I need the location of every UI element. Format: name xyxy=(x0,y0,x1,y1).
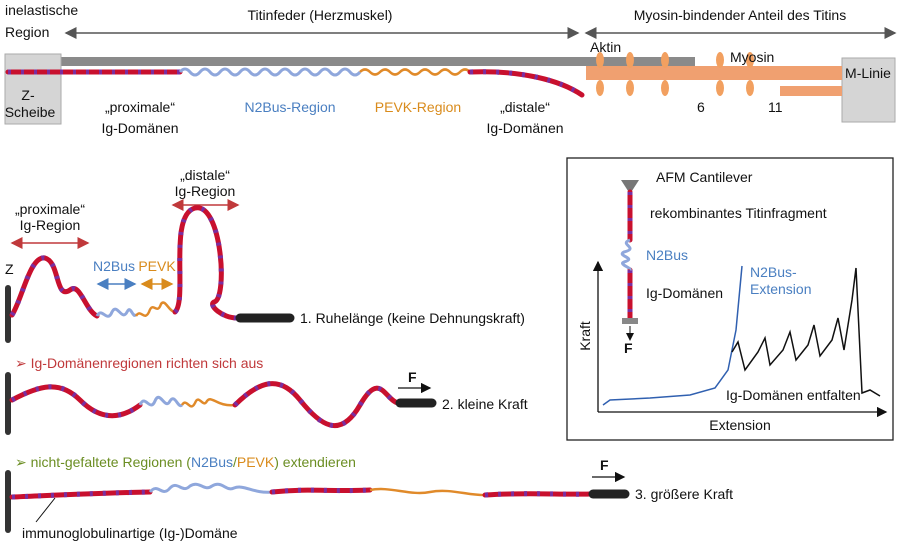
label: N2Bus xyxy=(93,258,135,274)
label: Myosin-bindender Anteil des Titins xyxy=(634,7,846,23)
text: N2Bus xyxy=(191,454,233,470)
sarcomere-overview: inelastische Region Titinfeder (Herzmusk… xyxy=(4,2,897,136)
label: immunoglobulinartige (Ig-)Domäne xyxy=(22,525,238,541)
label: 2. kleine Kraft xyxy=(442,396,528,412)
label: 6 xyxy=(697,99,705,115)
label: N2Bus- xyxy=(750,264,797,280)
label: AFM Cantilever xyxy=(656,169,753,185)
label: 11 xyxy=(768,99,783,115)
label: Ig-Domänen xyxy=(646,285,723,301)
label: N2Bus-Region xyxy=(244,99,335,115)
n2bus-chain xyxy=(620,238,632,272)
force-label: F xyxy=(408,369,417,385)
cantilever-tip xyxy=(621,180,639,194)
label: Myosin xyxy=(730,49,774,65)
step-note: ➢ nicht-gefaltete Regionen (N2Bus/PEVK) … xyxy=(15,454,356,470)
label: „distale“ xyxy=(500,99,550,115)
label: N2Bus xyxy=(646,247,688,263)
thick-filament xyxy=(780,86,842,96)
text: / xyxy=(233,454,237,470)
pevk-chain xyxy=(134,301,176,317)
axis-label: Kraft xyxy=(577,321,593,351)
force-curve xyxy=(602,265,743,406)
afm-inset: AFM Cantilever F rekombinantes Titinfrag… xyxy=(566,157,894,441)
label: Aktin xyxy=(590,39,621,55)
label: inelastische xyxy=(5,2,78,18)
label: Extension xyxy=(750,281,811,297)
label: Ig-Domänen entfalten xyxy=(726,387,861,403)
inset-frame xyxy=(566,157,894,441)
force-curve xyxy=(731,267,881,397)
ig-chain xyxy=(12,387,140,416)
text: PEVK xyxy=(237,454,275,470)
label: „distale“ xyxy=(180,167,230,183)
label: Titinfeder (Herzmuskel) xyxy=(248,7,393,23)
label: Region xyxy=(5,24,49,40)
pevk-chain xyxy=(359,68,471,76)
ig-chain xyxy=(470,72,582,95)
label: Scheibe xyxy=(5,104,56,120)
step-note: ➢ Ig-Domänenregionen richten sich aus xyxy=(15,355,263,371)
label: „proximale“ xyxy=(15,201,85,217)
label: 3. größere Kraft xyxy=(635,486,733,502)
force-label: F xyxy=(624,340,633,356)
pointer xyxy=(35,497,56,523)
label: M-Linie xyxy=(845,65,891,81)
label: Z- xyxy=(21,87,35,103)
thick-filament xyxy=(586,66,842,80)
myosin-heads xyxy=(596,52,754,96)
ig-chain xyxy=(12,258,97,316)
label: Ig-Region xyxy=(20,217,81,233)
axis-label: Extension xyxy=(709,417,770,433)
label: PEVK xyxy=(138,258,176,274)
ig-chain xyxy=(235,384,398,426)
ig-chain xyxy=(175,208,237,318)
text: ) extendieren xyxy=(274,454,356,470)
actin-filament xyxy=(60,57,695,66)
label: PEVK-Region xyxy=(375,99,461,115)
text: ➢ nicht-gefaltete Regionen ( xyxy=(15,454,191,470)
z-disc xyxy=(4,53,62,125)
force-label: F xyxy=(600,457,609,473)
n2bus-chain xyxy=(178,67,362,77)
n2bus-chain xyxy=(95,307,138,318)
substrate xyxy=(622,318,638,324)
pevk-chain xyxy=(369,487,486,497)
m-line xyxy=(841,57,896,123)
label: Z xyxy=(5,261,14,277)
label: rekombinantes Titinfragment xyxy=(650,205,827,221)
label: „proximale“ xyxy=(105,99,175,115)
label: Ig-Domänen xyxy=(486,120,563,136)
pevk-chain xyxy=(180,398,236,408)
n2bus-chain xyxy=(148,482,273,494)
label: 1. Ruhelänge (keine Dehnungskraft) xyxy=(300,310,525,326)
label: Ig-Domänen xyxy=(101,120,178,136)
extension-states: „distale“ Ig-Region „proximale“ Ig-Regio… xyxy=(5,167,733,541)
label: Ig-Region xyxy=(175,183,236,199)
n2bus-chain xyxy=(138,395,184,408)
